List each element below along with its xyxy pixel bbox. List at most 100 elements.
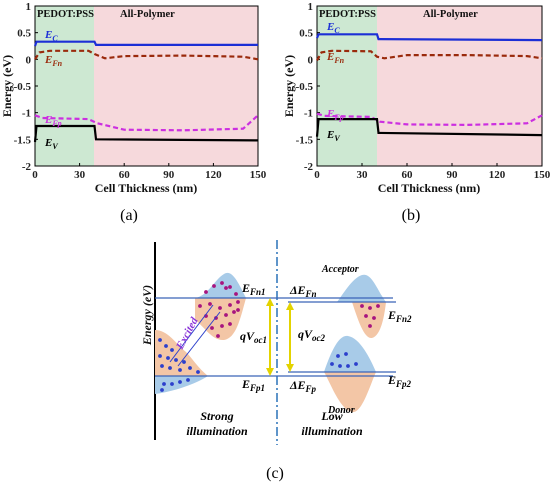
panel-b-xtick-label: 60: [402, 169, 414, 181]
carrier-dot: [168, 366, 172, 370]
panel-a-pedot-label: PEDOT:PSS: [37, 9, 94, 20]
qvoc1-arrow-head-top: [266, 298, 274, 306]
panel-a-region-pedot: [35, 6, 94, 166]
panel-a-series: [33, 40, 259, 143]
panel-b-xtick-label: 90: [447, 169, 459, 181]
panel-b-ytick-label: 0.5: [299, 28, 313, 40]
low-acceptor-distribution: [337, 274, 386, 302]
carrier-dot: [166, 356, 170, 360]
panel-a-xtick-label: 30: [74, 169, 86, 181]
carrier-dot: [368, 306, 372, 310]
panel-a-ytick-label: 1: [26, 1, 32, 13]
strong-label-line1: Strong: [200, 409, 233, 423]
efp1-label: EFp1: [241, 377, 265, 393]
carrier-dot: [170, 382, 174, 386]
carrier-dot: [164, 344, 168, 348]
panel-b-ytick-label: -2: [304, 161, 314, 173]
panel-a-series-e-v: [33, 124, 259, 143]
strong-hole-dots: [158, 338, 200, 392]
qvoc2-label: qVoc2: [298, 327, 326, 343]
carrier-dot: [174, 358, 178, 362]
carrier-dot: [212, 284, 216, 288]
low-label-line1: Low: [320, 409, 343, 423]
carrier-dot: [170, 348, 174, 352]
panel-b-ylabel: Energy (eV): [282, 55, 296, 117]
carrier-dot: [160, 364, 164, 368]
carrier-dot: [220, 324, 224, 328]
carrier-dot: [186, 378, 190, 382]
excited-label: Excited: [174, 315, 201, 352]
carrier-dot: [198, 304, 202, 308]
carrier-dot: [158, 338, 162, 342]
acceptor-label: Acceptor: [321, 264, 359, 275]
carrier-dot: [204, 290, 208, 294]
carrier-dot: [346, 364, 350, 368]
carrier-dot: [354, 362, 358, 366]
panel-b-xtick-label: 150: [534, 169, 550, 181]
strong-label-line2: illumination: [186, 424, 248, 438]
carrier-dot: [218, 306, 222, 310]
panel-a-xlabel: Cell Thickness (nm): [95, 181, 197, 195]
panel-b-ev-label: EV: [326, 129, 340, 143]
panel-b-ytick-label: -0.5: [296, 81, 314, 93]
strong-donor-distribution: [155, 330, 208, 376]
efp2-label: EFp2: [387, 373, 412, 389]
panel-b-efn-label: EFn: [326, 51, 345, 65]
efn2-label: EFn2: [387, 308, 412, 324]
carrier-dot: [160, 388, 164, 392]
panel-b-xtick-label: 120: [489, 169, 506, 181]
carrier-dot: [182, 360, 186, 364]
panel-a-ytick-label: -1: [22, 108, 31, 120]
panel-b-region-polymer: [377, 6, 542, 166]
panel-b-series-e-c: [315, 33, 543, 42]
carrier-dot: [330, 362, 334, 366]
panel-b-xtick-label: 0: [314, 169, 320, 181]
carrier-dot: [158, 354, 162, 358]
carrier-dot: [364, 314, 368, 318]
panel-a-series-e-c: [33, 40, 258, 47]
carrier-dot: [162, 382, 166, 386]
low-donor-distribution: [324, 372, 376, 413]
qvoc2-arrow-head-bottom: [286, 364, 294, 372]
panel-a-xtick-label: 0: [32, 169, 38, 181]
carrier-dot: [210, 326, 214, 330]
strong-donor-upper-distribution: [155, 376, 208, 394]
panel-a-ytick-label: 0.5: [17, 28, 31, 40]
low-label-line2: illumination: [301, 424, 363, 438]
carrier-dot: [372, 316, 376, 320]
panel-a-xtick-label: 120: [205, 169, 222, 181]
panel-a-ylabel: Energy (eV): [0, 55, 14, 117]
panel-a-polymer-label: All-Polymer: [120, 9, 175, 20]
panel-a-ev-label: EV: [44, 137, 58, 151]
panel-b-xlabel: Cell Thickness (nm): [378, 181, 480, 195]
panel-b-efp-label: EFp: [326, 108, 344, 122]
panel-b-polymer-label: All-Polymer: [423, 9, 478, 20]
panel-a-ytick-label: -1.5: [14, 134, 32, 146]
panel-a-chart: PEDOT:PSS All-Polymer 0 30 60 90 120 15010.50…: [0, 1, 267, 224]
panel-a-series-e-fn: [34, 49, 259, 61]
panel-c-label: (c): [266, 465, 284, 482]
panel-a-xtick-label: 150: [250, 169, 267, 181]
excitation-line: [169, 304, 214, 363]
panel-b-pedot-label: PEDOT:PSS: [319, 9, 376, 20]
panel-b-ytick-label: -1.5: [296, 134, 314, 146]
carrier-dot: [220, 281, 224, 285]
panel-b-region-pedot: [317, 6, 377, 166]
strong-electron-dots: [198, 281, 240, 338]
carrier-dot: [368, 324, 372, 328]
panel-b-series: [315, 33, 543, 137]
carrier-dot: [228, 303, 232, 307]
carrier-dot: [196, 370, 200, 374]
panel-a-ytick-label: -2: [22, 161, 32, 173]
panel-b-chart: PEDOT:PSS All-Polymer 0 30 60 90 120 15010.50…: [282, 1, 550, 224]
excitation-line-2: [177, 311, 221, 367]
panel-b-series-e-fp: [316, 112, 543, 127]
donor-label: Donor: [327, 405, 355, 416]
carrier-dot: [344, 352, 348, 356]
panel-a-ytick-label: 0: [26, 54, 32, 66]
delta-efn-label: ΔEFn: [289, 283, 317, 299]
carrier-dot: [338, 364, 342, 368]
panel-b-ytick-label: 0: [308, 54, 314, 66]
panel-a-label: (a): [120, 207, 138, 224]
